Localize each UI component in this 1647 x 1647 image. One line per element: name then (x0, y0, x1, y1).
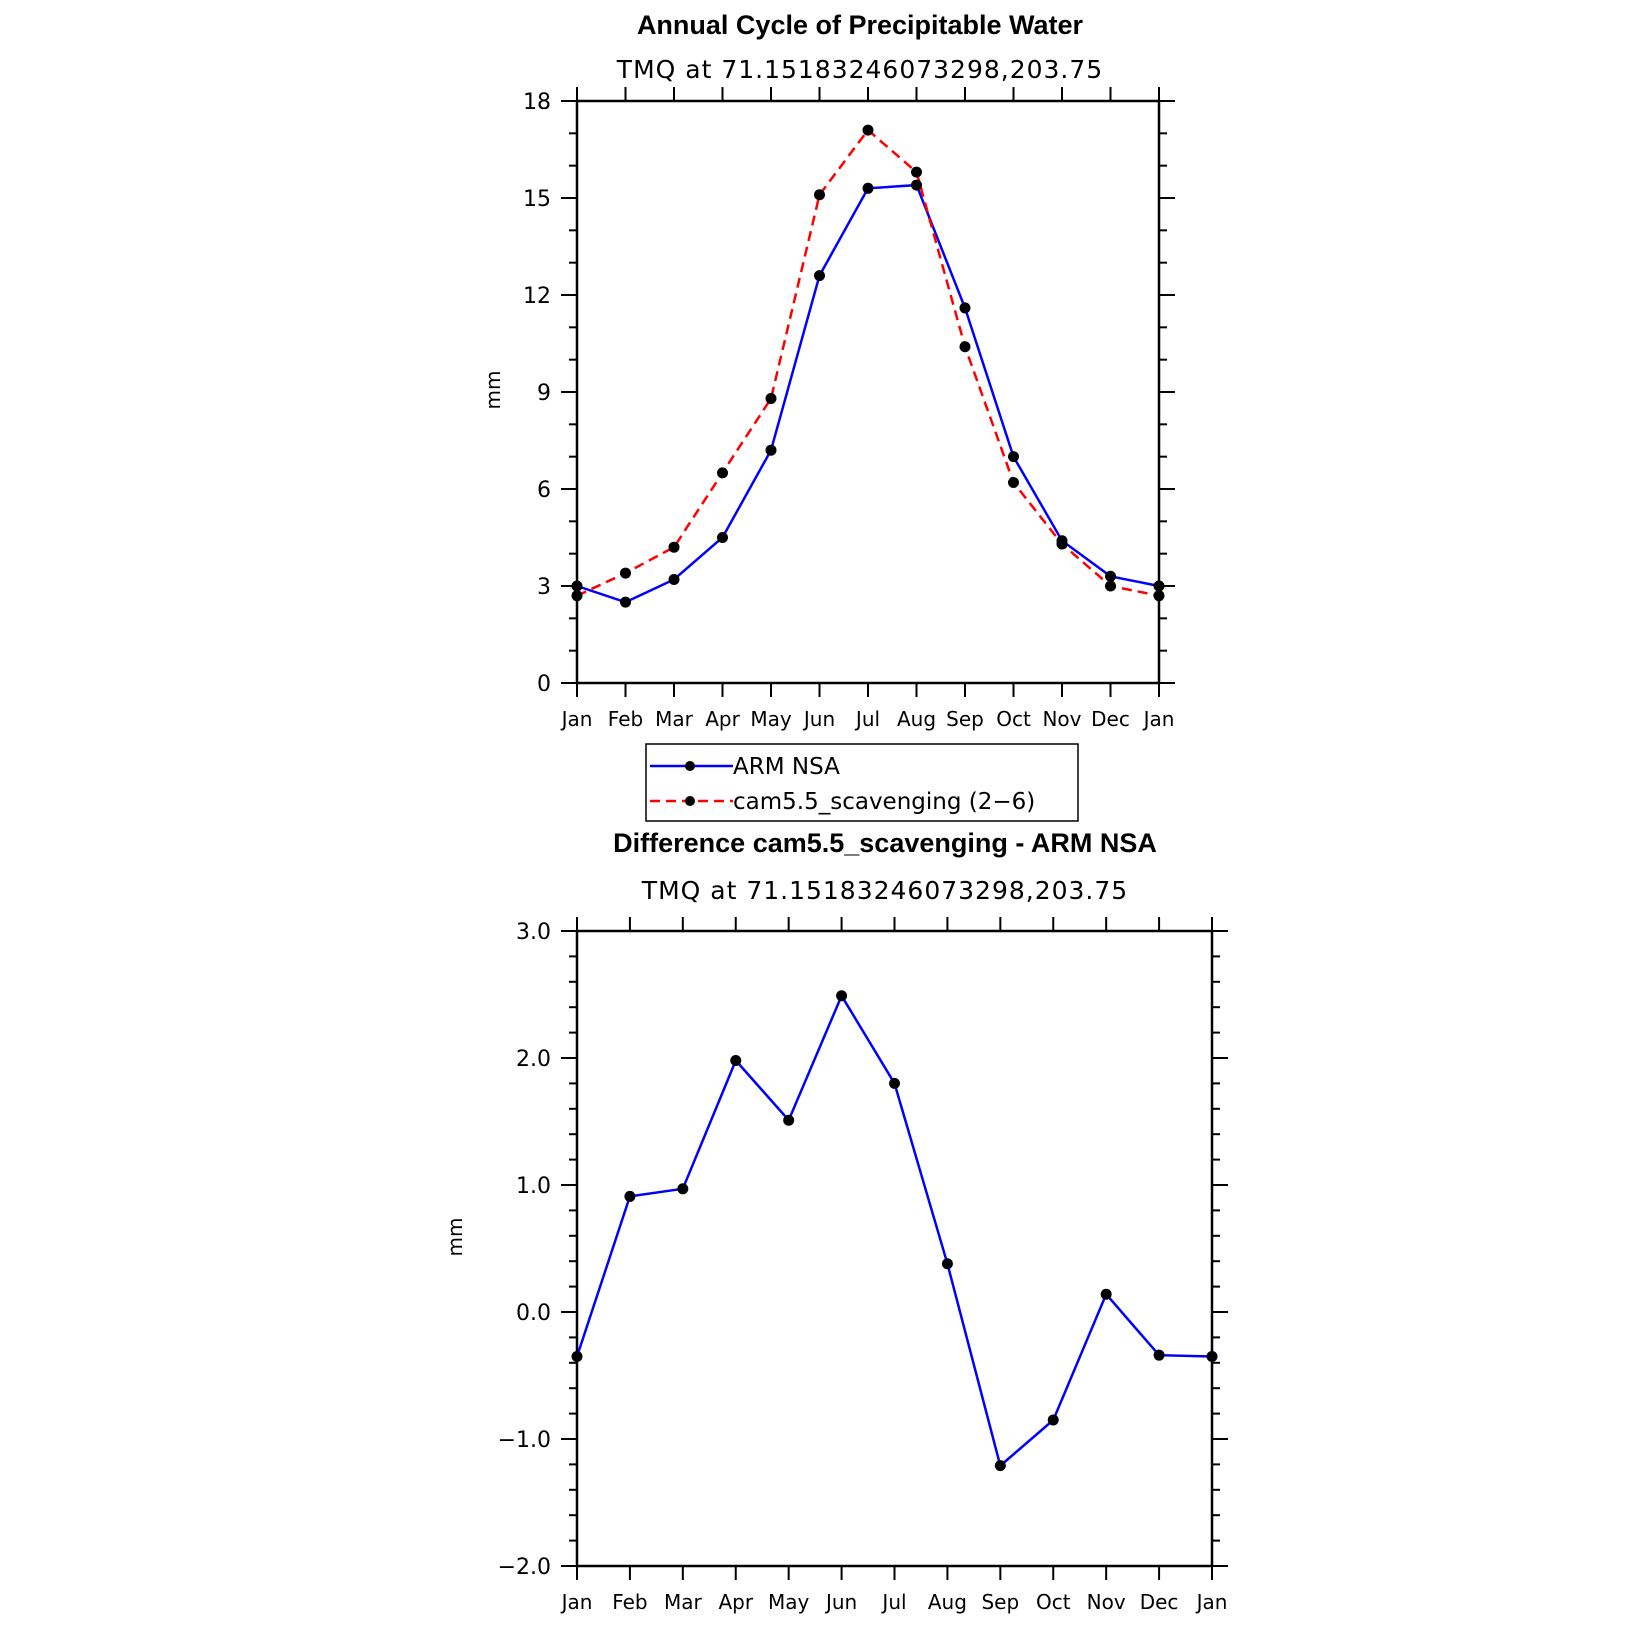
bottom-chart-title: Difference cam5.5_scavenging - ARM NSA (613, 828, 1157, 858)
x-tick-label: Nov (1087, 1590, 1126, 1614)
data-point-series-0 (624, 1190, 636, 1202)
top-chart: Annual Cycle of Precipitable Water TMQ a… (481, 10, 1175, 822)
top-plot-area: 0 3 6 9 12 15 18 Jan Feb Mar Apr May Jun Jul Aug Sep Oct… (523, 87, 1175, 731)
data-point-series-0 (571, 1350, 583, 1362)
data-point-series-1 (620, 567, 631, 579)
data-point-series-1 (668, 541, 680, 553)
data-point-series-0 (889, 1077, 900, 1089)
x-tick-label: Jul (880, 1590, 906, 1614)
x-tick-label: Oct (996, 707, 1031, 731)
x-tick-label: Dec (1091, 707, 1130, 731)
data-point-series-0 (571, 580, 583, 592)
y-tick-label: 3.0 (516, 920, 551, 945)
x-tick-label: Feb (608, 707, 643, 731)
x-tick-label: Jan (1195, 1590, 1228, 1614)
data-point-series-1 (1056, 538, 1068, 550)
data-point-series-0 (814, 270, 825, 282)
data-point-series-0 (911, 179, 922, 191)
x-tick-label: Jan (560, 1590, 593, 1614)
y-tick-label: 0.0 (516, 1301, 551, 1326)
top-chart-ylabel: mm (481, 371, 505, 410)
x-tick-label: Mar (664, 1590, 703, 1614)
top-chart-title: Annual Cycle of Precipitable Water (637, 10, 1084, 40)
data-point-series-1 (571, 590, 583, 602)
data-point-series-0 (620, 596, 631, 608)
data-point-series-0 (1206, 1350, 1218, 1362)
series-line-0 (575, 993, 1213, 1468)
x-tick-label: Jan (1142, 707, 1175, 731)
x-tick-label: Oct (1036, 1590, 1071, 1614)
x-tick-label: Jan (560, 707, 593, 731)
x-tick-label: Sep (981, 1590, 1019, 1614)
bottom-chart-ylabel: mm (443, 1218, 467, 1257)
x-tick-label: Aug (897, 707, 936, 731)
x-tick-label: Feb (612, 1590, 647, 1614)
data-point-series-1 (765, 392, 777, 404)
y-tick-label: 2.0 (516, 1047, 551, 1072)
data-point-series-1 (911, 166, 922, 178)
legend-label-arm-nsa: ARM NSA (733, 754, 840, 780)
data-point-series-0 (1153, 1349, 1165, 1361)
x-tick-label: Aug (928, 1590, 967, 1614)
series-line-1 (576, 128, 1160, 597)
data-point-series-1 (1153, 590, 1165, 602)
data-point-series-0 (717, 532, 728, 543)
data-point-series-1 (1105, 580, 1116, 592)
legend-marker-cam5 (685, 796, 695, 806)
data-point-series-0 (668, 574, 680, 586)
x-tick-label: Nov (1042, 707, 1081, 731)
y-tick-label: 1.0 (516, 1174, 551, 1199)
top-chart-subtitle: TMQ at 71.15183246073298,203.75 (616, 55, 1103, 84)
data-point-series-0 (994, 1460, 1006, 1472)
x-tick-label: Dec (1140, 1590, 1179, 1614)
data-point-series-1 (862, 124, 874, 136)
data-point-series-0 (1153, 580, 1165, 592)
x-tick-label: Mar (655, 707, 694, 731)
bottom-chart-subtitle: TMQ at 71.15183246073298,203.75 (641, 876, 1128, 905)
x-tick-label: Jul (854, 707, 880, 731)
legend-box (645, 743, 1079, 822)
top-chart-legend: ARM NSA cam5.5_scavenging (2−6) (645, 743, 1079, 822)
x-tick-label: Jun (802, 707, 835, 731)
data-point-series-1 (717, 467, 728, 479)
x-tick-label: Jun (824, 1590, 857, 1614)
y-tick-label: 6 (537, 478, 551, 503)
legend-label-cam5: cam5.5_scavenging (2−6) (733, 789, 1035, 815)
y-tick-label: 12 (523, 284, 551, 309)
data-point-series-0 (1047, 1414, 1059, 1426)
bottom-plot-area: −2.0 −1.0 0.0 1.0 2.0 3.0 Jan Feb Mar Apr May Jun Ju… (498, 917, 1228, 1614)
series-line-0 (576, 183, 1160, 604)
x-tick-label: Apr (705, 707, 740, 731)
bottom-chart: Difference cam5.5_scavenging - ARM NSA T… (443, 828, 1228, 1614)
legend-marker-arm-nsa (685, 761, 695, 771)
data-point-series-1 (959, 341, 971, 353)
data-point-series-0 (862, 182, 874, 194)
y-tick-label: 9 (537, 381, 551, 406)
y-tick-label: 3 (537, 575, 551, 600)
data-point-series-1 (1008, 477, 1019, 489)
y-tick-label: 0 (537, 672, 551, 697)
data-point-series-0 (677, 1183, 689, 1195)
x-tick-label: Sep (946, 707, 984, 731)
y-tick-label: −2.0 (498, 1555, 551, 1580)
y-tick-label: −1.0 (498, 1428, 551, 1453)
data-point-series-0 (959, 302, 971, 314)
data-point-series-0 (836, 990, 848, 1002)
data-point-series-0 (1100, 1288, 1112, 1300)
data-point-series-0 (765, 444, 777, 456)
data-point-series-0 (1105, 570, 1116, 582)
y-tick-label: 15 (523, 187, 551, 212)
x-tick-label: Apr (718, 1590, 753, 1614)
data-point-series-0 (730, 1055, 742, 1067)
x-tick-label: May (750, 707, 792, 731)
data-point-series-1 (814, 189, 825, 201)
data-point-series-0 (783, 1114, 795, 1126)
plot-frame (575, 929, 1214, 1568)
data-point-series-0 (941, 1258, 953, 1270)
data-point-series-0 (1008, 451, 1019, 463)
x-tick-label: May (768, 1590, 810, 1614)
y-tick-label: 18 (523, 90, 551, 115)
